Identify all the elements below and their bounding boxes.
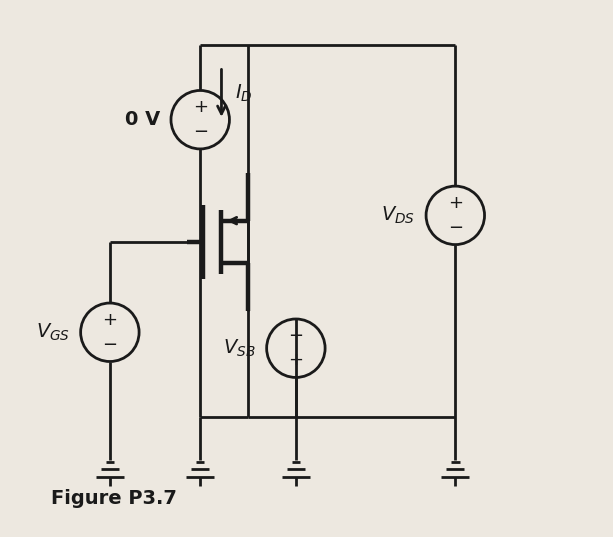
Text: −: −: [102, 336, 118, 353]
Text: +: +: [448, 194, 463, 212]
Text: Figure P3.7: Figure P3.7: [51, 489, 177, 507]
Text: $V_{DS}$: $V_{DS}$: [381, 205, 416, 226]
Text: $V_{SB}$: $V_{SB}$: [224, 338, 256, 359]
Text: +: +: [288, 352, 303, 369]
Text: $V_{GS}$: $V_{GS}$: [36, 322, 70, 343]
Text: −: −: [447, 219, 463, 237]
Text: $I_D$: $I_D$: [235, 83, 253, 104]
Text: −: −: [192, 123, 208, 141]
Text: +: +: [192, 98, 208, 117]
Text: −: −: [288, 327, 303, 345]
Text: 0 V: 0 V: [125, 110, 161, 129]
Text: +: +: [102, 311, 117, 329]
